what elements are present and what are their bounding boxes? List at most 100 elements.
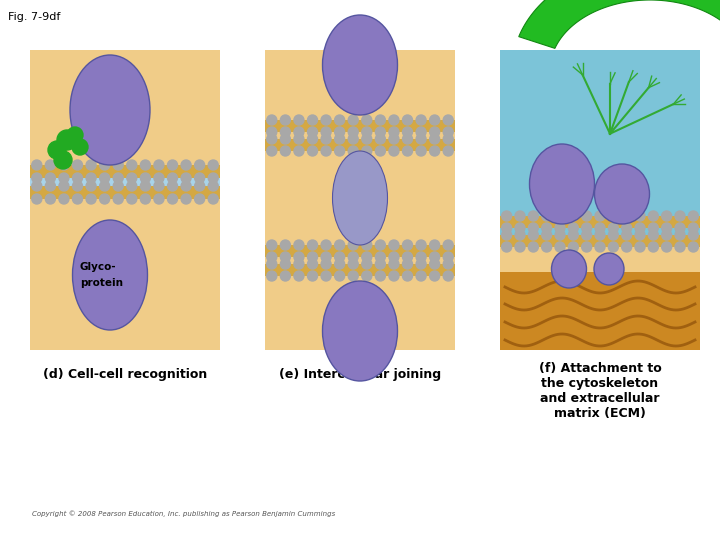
Text: (d) Cell-cell recognition: (d) Cell-cell recognition: [43, 368, 207, 381]
Circle shape: [621, 242, 631, 252]
Circle shape: [307, 259, 318, 269]
Circle shape: [375, 134, 385, 144]
FancyBboxPatch shape: [500, 235, 700, 247]
Circle shape: [648, 211, 658, 221]
Circle shape: [361, 134, 372, 144]
Circle shape: [321, 134, 331, 144]
PathPatch shape: [518, 0, 720, 49]
Ellipse shape: [73, 220, 148, 330]
Circle shape: [502, 211, 512, 221]
Circle shape: [72, 139, 88, 155]
FancyBboxPatch shape: [500, 272, 700, 350]
Circle shape: [430, 115, 440, 125]
FancyBboxPatch shape: [30, 178, 220, 186]
Circle shape: [348, 252, 359, 262]
Circle shape: [389, 252, 399, 262]
Circle shape: [375, 252, 385, 262]
Circle shape: [402, 240, 413, 250]
Circle shape: [267, 271, 276, 281]
Circle shape: [635, 230, 645, 240]
Circle shape: [375, 127, 385, 137]
Circle shape: [280, 127, 290, 137]
Circle shape: [430, 134, 440, 144]
Circle shape: [294, 252, 304, 262]
Circle shape: [267, 259, 276, 269]
Text: protein: protein: [80, 278, 123, 288]
Circle shape: [321, 115, 331, 125]
Ellipse shape: [323, 281, 397, 381]
Circle shape: [430, 271, 440, 281]
Circle shape: [307, 115, 318, 125]
Circle shape: [416, 146, 426, 156]
Ellipse shape: [529, 144, 595, 224]
Circle shape: [140, 173, 150, 183]
Circle shape: [335, 127, 345, 137]
Circle shape: [267, 240, 276, 250]
Circle shape: [515, 223, 525, 233]
Circle shape: [502, 242, 512, 252]
Circle shape: [430, 240, 440, 250]
Circle shape: [294, 127, 304, 137]
Circle shape: [307, 271, 318, 281]
Circle shape: [675, 211, 685, 221]
Circle shape: [348, 240, 359, 250]
Text: and extracellular: and extracellular: [540, 392, 660, 405]
Circle shape: [45, 181, 55, 191]
Circle shape: [267, 134, 276, 144]
FancyBboxPatch shape: [30, 165, 220, 178]
Circle shape: [430, 127, 440, 137]
Circle shape: [168, 160, 178, 170]
Circle shape: [375, 271, 385, 281]
FancyBboxPatch shape: [265, 245, 455, 257]
Circle shape: [73, 194, 83, 204]
FancyBboxPatch shape: [500, 50, 700, 350]
Circle shape: [375, 146, 385, 156]
Circle shape: [635, 242, 645, 252]
Text: (f) Attachment to: (f) Attachment to: [539, 362, 662, 375]
Circle shape: [595, 242, 605, 252]
Circle shape: [402, 259, 413, 269]
Circle shape: [348, 115, 359, 125]
Circle shape: [621, 223, 631, 233]
Circle shape: [45, 160, 55, 170]
Circle shape: [267, 115, 276, 125]
Circle shape: [181, 160, 191, 170]
Circle shape: [648, 242, 658, 252]
Circle shape: [541, 230, 552, 240]
Text: Fig. 7-9df: Fig. 7-9df: [8, 12, 60, 22]
Circle shape: [444, 134, 453, 144]
Circle shape: [86, 194, 96, 204]
Circle shape: [688, 242, 698, 252]
Circle shape: [389, 146, 399, 156]
Circle shape: [444, 115, 453, 125]
Circle shape: [280, 134, 290, 144]
Circle shape: [402, 127, 413, 137]
FancyBboxPatch shape: [265, 264, 455, 276]
Circle shape: [361, 127, 372, 137]
Circle shape: [32, 173, 42, 183]
Circle shape: [59, 160, 69, 170]
Circle shape: [208, 173, 218, 183]
Circle shape: [280, 115, 290, 125]
Circle shape: [140, 160, 150, 170]
Circle shape: [86, 160, 96, 170]
Text: Glyco-: Glyco-: [80, 262, 117, 272]
Circle shape: [335, 271, 345, 281]
FancyBboxPatch shape: [265, 50, 455, 350]
Circle shape: [280, 252, 290, 262]
Circle shape: [67, 127, 83, 143]
Circle shape: [208, 181, 218, 191]
Circle shape: [675, 230, 685, 240]
Circle shape: [348, 134, 359, 144]
Circle shape: [389, 271, 399, 281]
Circle shape: [59, 181, 69, 191]
Circle shape: [32, 160, 42, 170]
Circle shape: [86, 181, 96, 191]
Circle shape: [321, 240, 331, 250]
Circle shape: [402, 134, 413, 144]
Circle shape: [528, 242, 539, 252]
Circle shape: [444, 252, 453, 262]
Circle shape: [608, 211, 618, 221]
Circle shape: [430, 259, 440, 269]
Circle shape: [280, 271, 290, 281]
